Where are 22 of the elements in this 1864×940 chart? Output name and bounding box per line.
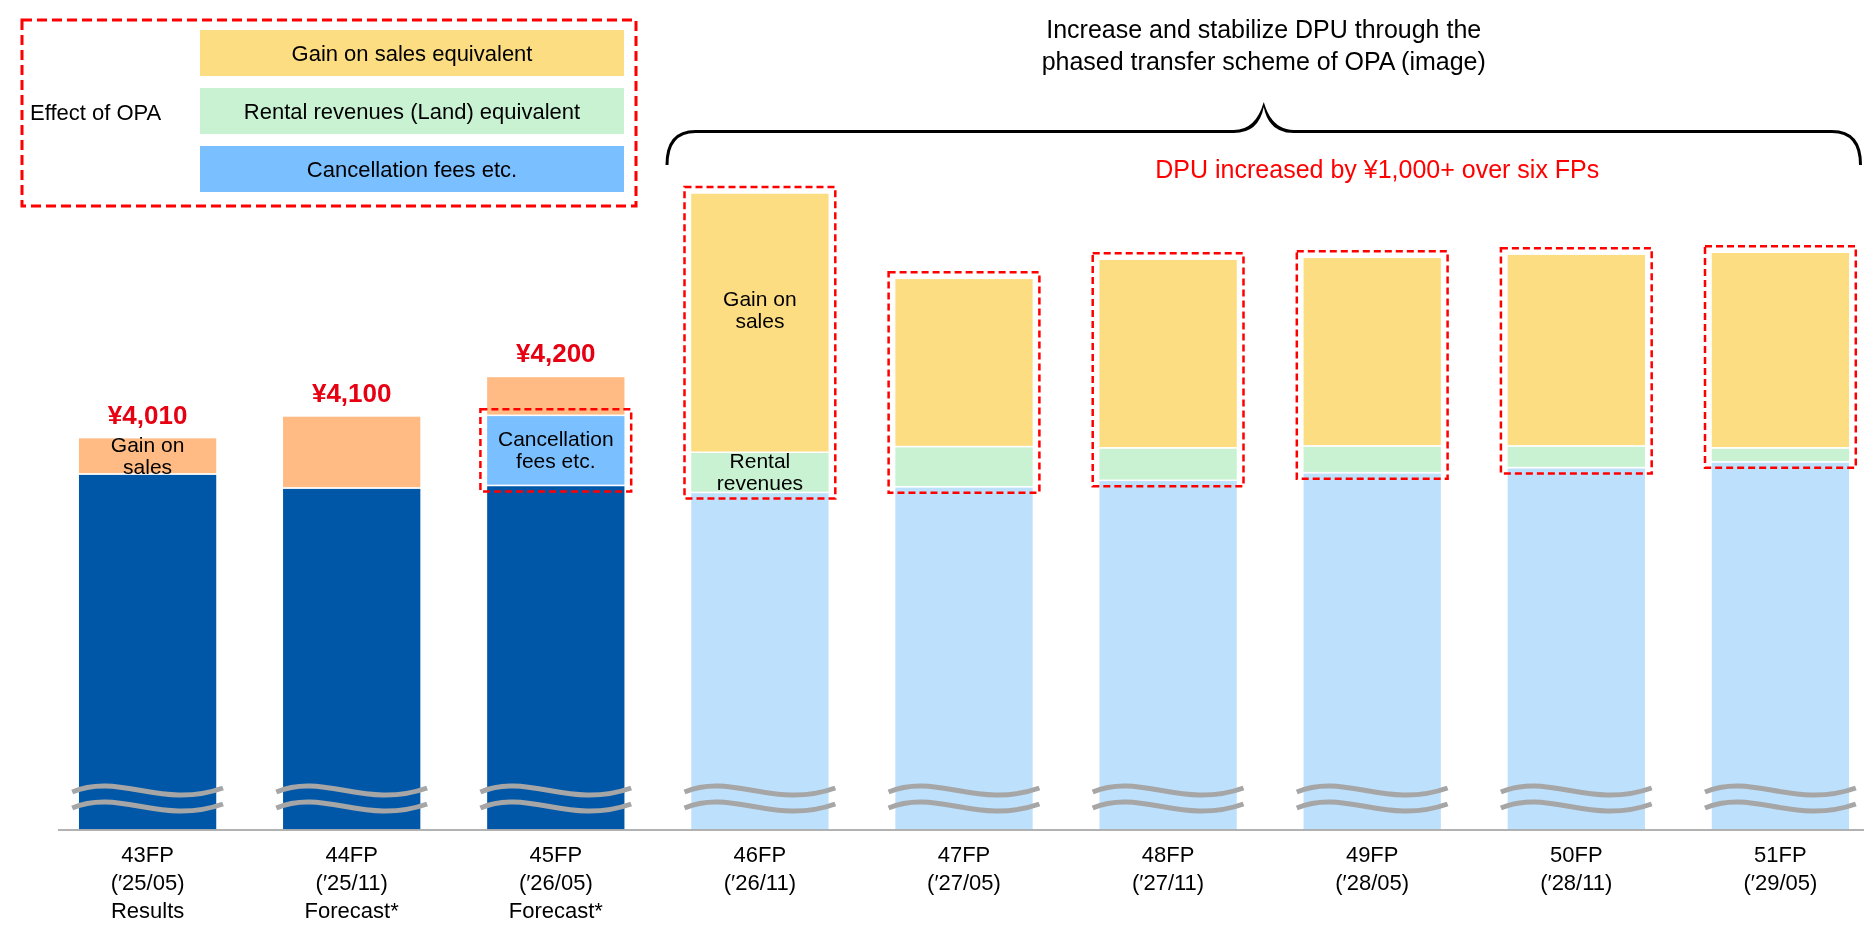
x-tick-label: 46FP (′26/11) <box>723 842 796 895</box>
text: Cancellation fees etc. <box>306 157 518 182</box>
x-tick-label: 51FP (′29/05) <box>1743 842 1818 895</box>
annotation: ¥4,200 <box>516 338 596 369</box>
series-label: Cancellation fees etc. <box>498 427 614 473</box>
x-tick-label: 50FP (′28/11) <box>1540 842 1613 895</box>
legend-title: Effect of OPA <box>30 100 162 125</box>
text: Gain on sales equivalent <box>291 41 533 66</box>
annotation: Rental revenues <box>716 449 804 495</box>
annotation: Gain on sales <box>723 286 797 332</box>
x-tick-label: 44FP (′25/11) Forecast* <box>304 842 400 923</box>
x-tick-label: 49FP (′28/05) <box>1335 842 1410 895</box>
text: Rental revenues (Land) equivalent <box>243 99 581 124</box>
x-tick-label: 47FP (′27/05) <box>927 842 1001 895</box>
x-tick-label: 43FP (′25/05) Results <box>110 842 185 923</box>
annotation: Gain on sales <box>110 432 185 478</box>
annotation: ¥4,010 <box>107 399 188 430</box>
x-tick-label: 45FP (′26/05) Forecast* <box>508 842 604 923</box>
x-tick-label: 48FP (′27/11) <box>1132 842 1205 895</box>
chart-title: Increase and stabilize DPU through the phased transfer scheme of OPA (image) <box>1041 15 1486 75</box>
text: DPU increased by ¥1,000+ over six FPs <box>1155 155 1600 183</box>
annotation: ¥4,100 <box>311 377 392 408</box>
